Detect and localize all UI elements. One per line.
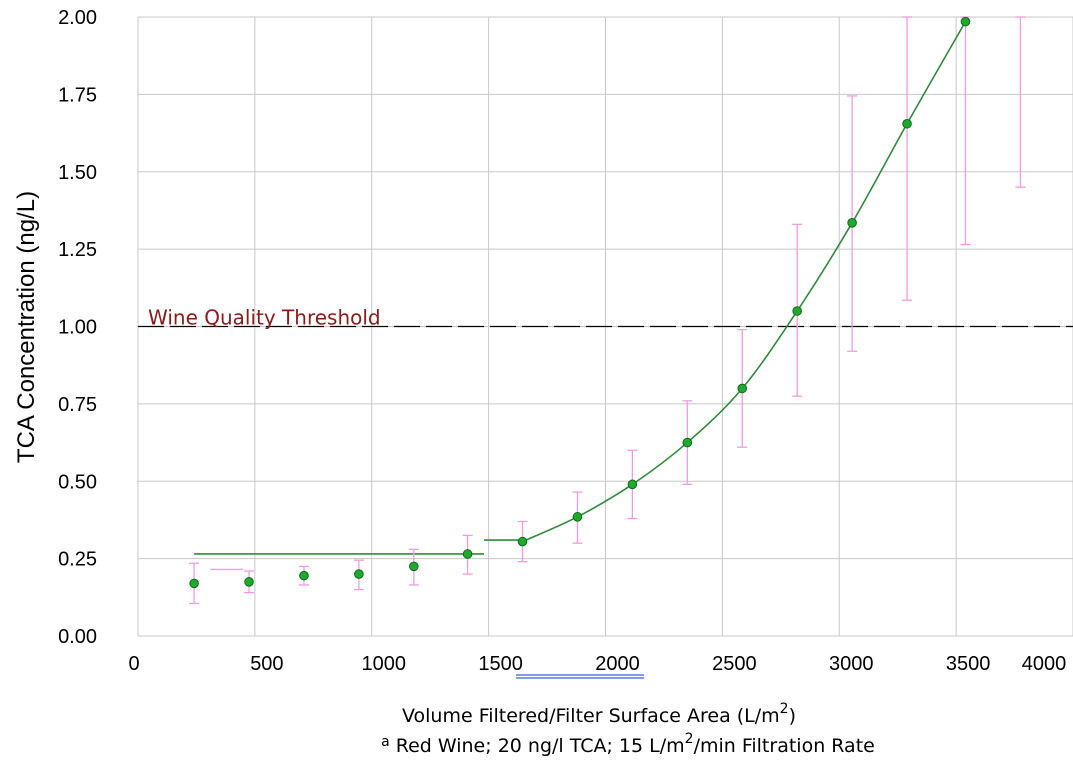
x-tick-label: 3000	[829, 653, 874, 675]
y-tick-label: 1.00	[58, 317, 97, 339]
data-point	[627, 479, 638, 490]
footnote: a Red Wine; 20 ng/l TCA; 15 L/m2/min Filt…	[381, 731, 875, 757]
data-point	[244, 577, 254, 587]
data-point	[354, 569, 364, 579]
x-tick-label: 1000	[362, 653, 407, 675]
y-tick-label: 0.00	[58, 626, 97, 648]
fit-curve	[522, 21, 967, 543]
y-tick-label: 1.75	[58, 84, 97, 106]
data-point	[572, 512, 583, 522]
y-tick-label: 0.25	[58, 549, 97, 571]
x-tick-label: 0	[128, 653, 139, 675]
y-tick-label: 1.50	[58, 162, 97, 184]
y-tick-labels: 0.00 0.25 0.50 0.75 1.00 1.25 1.50 1.75 2.00	[58, 7, 97, 648]
fit-lines	[194, 21, 967, 555]
threshold-label: Wine Quality Threshold	[148, 306, 381, 330]
data-point	[960, 16, 971, 27]
data-point	[902, 118, 912, 129]
x-tick-label: 3500	[946, 653, 991, 675]
x-tick-label: 1500	[478, 653, 523, 675]
y-tick-label: 0.75	[58, 394, 97, 416]
data-point	[462, 549, 473, 559]
data-points	[189, 16, 971, 589]
x-tick-label: 500	[250, 653, 283, 675]
data-point	[299, 570, 309, 581]
y-tick-label: 2.00	[58, 7, 97, 29]
x-axis-label: Volume Filtered/Filter Surface Area (L/m…	[402, 701, 796, 727]
x-tick-label: 4000	[1022, 653, 1067, 675]
y-tick-label: 1.25	[58, 239, 97, 261]
x-tick-labels: 0 500 1000 1500 2000 2500 3000 3500 4000	[128, 653, 1066, 675]
x-tick-label: 2500	[712, 653, 757, 675]
data-point	[682, 437, 693, 448]
data-point	[517, 536, 528, 547]
data-point	[737, 383, 748, 394]
x-tick-label: 2000	[595, 653, 640, 675]
y-axis-label: TCA Concentration (ng/L)	[13, 191, 40, 463]
y-tick-label: 0.50	[58, 471, 97, 493]
data-point	[189, 578, 199, 589]
data-point	[792, 306, 802, 316]
data-point	[409, 561, 419, 572]
data-point	[847, 218, 857, 228]
